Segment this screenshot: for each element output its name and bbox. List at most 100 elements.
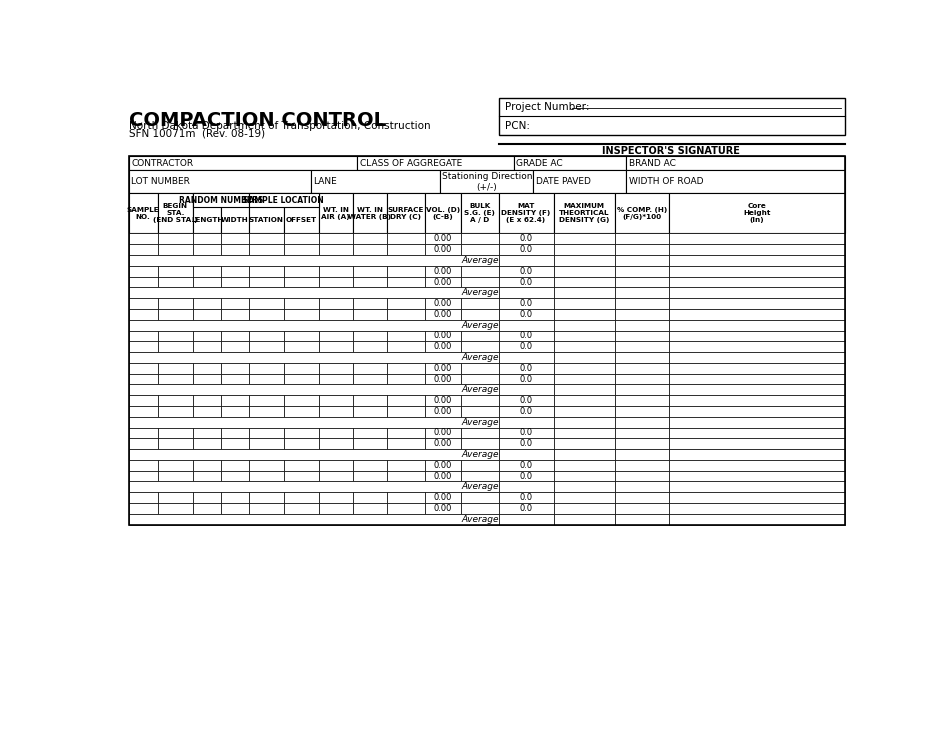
Text: 0.00: 0.00: [434, 493, 452, 502]
Bar: [554, 298, 615, 309]
Bar: [499, 374, 554, 384]
Text: COMPACTION CONTROL: COMPACTION CONTROL: [129, 111, 386, 130]
Bar: [462, 503, 499, 514]
Bar: [554, 244, 615, 255]
Bar: [221, 363, 249, 374]
Bar: [499, 395, 554, 406]
Text: 0.0: 0.0: [520, 310, 533, 319]
Bar: [615, 449, 669, 460]
Bar: [554, 406, 615, 417]
Bar: [129, 352, 499, 363]
Bar: [514, 155, 626, 170]
Bar: [352, 298, 387, 309]
Bar: [352, 342, 387, 352]
Bar: [554, 363, 615, 374]
Bar: [249, 309, 284, 320]
Bar: [425, 342, 462, 352]
Bar: [441, 170, 533, 194]
Text: SAMPLE
NO.: SAMPLE NO.: [127, 207, 160, 220]
Bar: [387, 363, 425, 374]
Bar: [669, 503, 845, 514]
Text: SFN 10071m  (Rev. 08-19): SFN 10071m (Rev. 08-19): [129, 128, 265, 138]
Text: Average: Average: [461, 515, 499, 523]
Bar: [387, 374, 425, 384]
Bar: [158, 374, 193, 384]
Bar: [249, 194, 284, 234]
Bar: [669, 374, 845, 384]
Bar: [193, 309, 221, 320]
Bar: [129, 460, 158, 471]
Bar: [193, 298, 221, 309]
Bar: [352, 374, 387, 384]
Bar: [462, 460, 499, 471]
Bar: [284, 503, 318, 514]
Bar: [352, 234, 387, 244]
Bar: [554, 374, 615, 384]
Bar: [129, 406, 158, 417]
Bar: [158, 395, 193, 406]
Bar: [193, 427, 221, 438]
Bar: [387, 395, 425, 406]
Bar: [626, 155, 845, 170]
Bar: [462, 471, 499, 482]
Bar: [129, 395, 158, 406]
Text: 0.00: 0.00: [434, 461, 452, 470]
Bar: [615, 482, 669, 493]
Text: WIDTH: WIDTH: [221, 218, 249, 224]
Bar: [249, 234, 284, 244]
Text: LANE: LANE: [314, 177, 337, 186]
Bar: [499, 449, 554, 460]
Bar: [129, 234, 158, 244]
Bar: [554, 287, 615, 298]
Bar: [318, 298, 352, 309]
Bar: [318, 395, 352, 406]
Bar: [499, 331, 554, 342]
Bar: [221, 374, 249, 384]
Bar: [193, 244, 221, 255]
Bar: [318, 276, 352, 287]
Bar: [318, 363, 352, 374]
Bar: [669, 244, 845, 255]
Bar: [249, 298, 284, 309]
Bar: [499, 460, 554, 471]
Bar: [425, 266, 462, 276]
Bar: [284, 460, 318, 471]
Bar: [615, 384, 669, 395]
Text: 0.0: 0.0: [520, 364, 533, 373]
Bar: [387, 194, 425, 234]
Bar: [129, 363, 158, 374]
Bar: [158, 363, 193, 374]
Bar: [221, 438, 249, 449]
Bar: [129, 503, 158, 514]
Text: LOT NUMBER: LOT NUMBER: [131, 177, 190, 186]
Bar: [615, 514, 669, 525]
Bar: [221, 395, 249, 406]
Bar: [221, 266, 249, 276]
Bar: [669, 255, 845, 266]
Text: CONTRACTOR: CONTRACTOR: [131, 158, 193, 168]
Bar: [129, 331, 158, 342]
Bar: [425, 395, 462, 406]
Bar: [425, 298, 462, 309]
Bar: [158, 503, 193, 514]
Bar: [284, 438, 318, 449]
Bar: [193, 406, 221, 417]
Bar: [249, 363, 284, 374]
Bar: [387, 298, 425, 309]
Bar: [129, 309, 158, 320]
Bar: [554, 309, 615, 320]
Bar: [499, 298, 554, 309]
Bar: [615, 503, 669, 514]
Text: 0.0: 0.0: [520, 493, 533, 502]
Text: 0.00: 0.00: [434, 299, 452, 308]
Bar: [554, 352, 615, 363]
Text: 0.00: 0.00: [434, 235, 452, 243]
Bar: [669, 427, 845, 438]
Bar: [499, 309, 554, 320]
Bar: [669, 417, 845, 427]
Bar: [669, 438, 845, 449]
Bar: [669, 320, 845, 331]
Bar: [352, 194, 387, 234]
Bar: [533, 170, 626, 194]
Text: Project Number:: Project Number:: [504, 102, 589, 112]
